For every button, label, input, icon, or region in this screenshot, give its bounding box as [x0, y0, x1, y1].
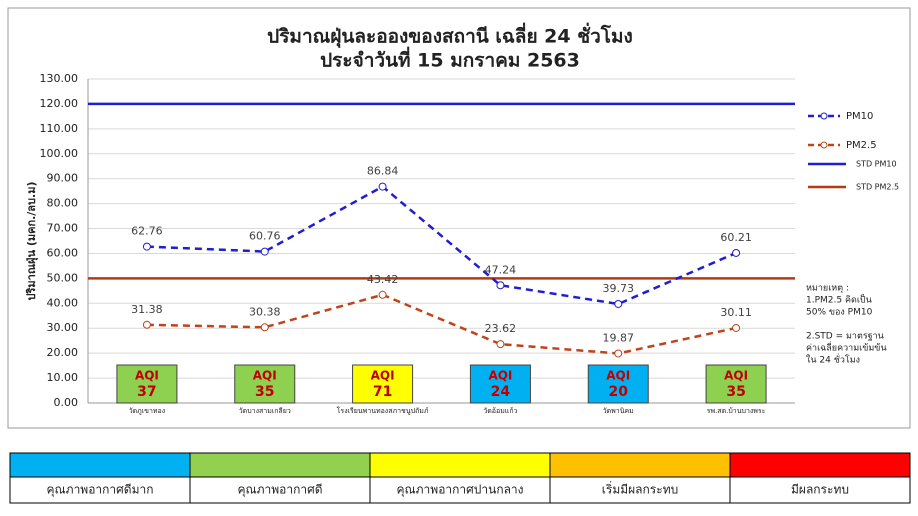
data-point: [378, 182, 387, 191]
aqi-label: AQI: [253, 369, 277, 383]
data-label: 62.76: [131, 225, 163, 238]
legend-label: STD PM2.5: [856, 183, 899, 192]
data-label: 60.76: [249, 230, 281, 243]
scale-cell: [549, 476, 731, 504]
data-label: 23.62: [485, 322, 517, 335]
x-tick-label: โรงเรียนพานทองสภาชนูปถัมภ์: [337, 406, 429, 415]
scale-label: เริ่มมีผลกระทบ: [602, 481, 678, 497]
scale-label: มีผลกระทบ: [791, 483, 849, 497]
aqi-label: AQI: [371, 369, 395, 383]
data-label: 31.38: [131, 303, 163, 316]
aqi-value: 37: [137, 384, 156, 400]
scale-color: [369, 452, 551, 478]
scale-color: [549, 452, 731, 478]
aqi-box: [116, 364, 178, 404]
aqi-box: [234, 364, 296, 404]
data-point: [732, 323, 741, 332]
legend-label: PM2.5: [846, 140, 877, 151]
y-tick-label: 130.00: [40, 72, 79, 85]
y-tick-label: 90.00: [47, 172, 79, 185]
scale-color: [729, 452, 911, 478]
y-tick-label: 20.00: [47, 346, 79, 359]
aqi-box: [469, 364, 531, 404]
y-tick-label: 30.00: [47, 321, 79, 334]
scale-label: คุณภาพอากาศปานกลาง: [396, 483, 523, 498]
aqi-label: AQI: [724, 369, 748, 383]
aqi-label: AQI: [488, 369, 512, 383]
data-point: [496, 340, 505, 349]
data-label: 43.42: [367, 273, 399, 286]
aqi-label: AQI: [606, 369, 630, 383]
legend-marker: [820, 141, 828, 149]
data-point: [260, 323, 269, 332]
chart-title: ปริมาณฝุ่นละอองของสถานี เฉลี่ย 24 ชั่วโม…: [267, 23, 633, 49]
data-point: [142, 320, 151, 329]
data-label: 30.38: [249, 305, 281, 318]
data-label: 30.11: [720, 306, 752, 319]
y-tick-label: 120.00: [40, 97, 79, 110]
scale-cell: [9, 476, 191, 504]
y-tick-label: 0.00: [54, 396, 79, 409]
aqi-label: AQI: [135, 369, 159, 383]
scale-label: คุณภาพอากาศดี: [237, 483, 322, 498]
y-tick-label: 50.00: [47, 271, 79, 284]
aqi-box: [587, 364, 649, 404]
data-point: [260, 247, 269, 256]
series-line: [146, 185, 737, 306]
aqi-value: 35: [726, 384, 745, 400]
aqi-value: 24: [491, 384, 511, 400]
y-tick-label: 10.00: [47, 371, 79, 384]
data-point: [142, 242, 151, 251]
scale-label: คุณภาพอากาศดีมาก: [47, 483, 154, 498]
legend-marker: [820, 112, 828, 120]
data-point: [496, 281, 505, 290]
data-point: [614, 349, 623, 358]
note-text: 2.STD = มาตรฐาน: [806, 332, 884, 342]
note-text: ใน 24 ชั่วโมง: [806, 353, 860, 366]
y-tick-label: 60.00: [47, 246, 79, 259]
data-label: 19.87: [603, 331, 635, 344]
aqi-box: [352, 364, 414, 404]
data-point: [378, 290, 387, 299]
data-label: 47.24: [485, 263, 517, 276]
y-tick-label: 40.00: [47, 296, 79, 309]
aqi-box: [705, 364, 767, 404]
scale-color: [189, 452, 371, 478]
aqi-value: 35: [255, 384, 274, 400]
aqi-value: 71: [373, 384, 392, 400]
note-text: 50% ของ PM10: [806, 308, 873, 318]
aqi-value: 20: [609, 384, 629, 400]
x-tick-label: วัดพานิคม: [603, 407, 634, 415]
note-text: หมายเหตุ :: [806, 284, 849, 294]
y-tick-label: 100.00: [40, 147, 79, 160]
scale-cell: [729, 476, 911, 504]
y-tick-label: 70.00: [47, 222, 79, 235]
data-label: 86.84: [367, 165, 399, 178]
y-tick-label: 80.00: [47, 197, 79, 210]
scale-cell: [369, 476, 551, 504]
y-axis-label: ปริมาณฝุ่น (มคก./ลบ.ม): [25, 182, 39, 301]
chart-subtitle: ประจำวันที่ 15 มกราคม 2563: [320, 47, 580, 72]
x-tick-label: วัดภูเขาทอง: [129, 407, 165, 415]
x-tick-label: รพ.สต.บ้านบางพระ: [707, 407, 766, 415]
scale-color: [9, 452, 191, 478]
scale-cell: [189, 476, 371, 504]
data-label: 39.73: [603, 282, 635, 295]
note-text: ค่าเฉลี่ยความเข้มข้น: [806, 341, 887, 354]
chart-frame: [7, 7, 911, 429]
legend-label: STD PM10: [856, 160, 897, 169]
data-point: [614, 299, 623, 308]
x-tick-label: วัดอ้อมแก้ว: [483, 407, 517, 415]
x-tick-label: วัดบางสามเกลียว: [239, 407, 291, 415]
y-tick-label: 110.00: [40, 122, 79, 135]
data-point: [732, 248, 741, 257]
legend-label: PM10: [846, 111, 873, 122]
data-label: 60.21: [720, 231, 752, 244]
series-line: [146, 293, 737, 355]
note-text: 1.PM2.5 คิดเป็น: [806, 293, 872, 306]
